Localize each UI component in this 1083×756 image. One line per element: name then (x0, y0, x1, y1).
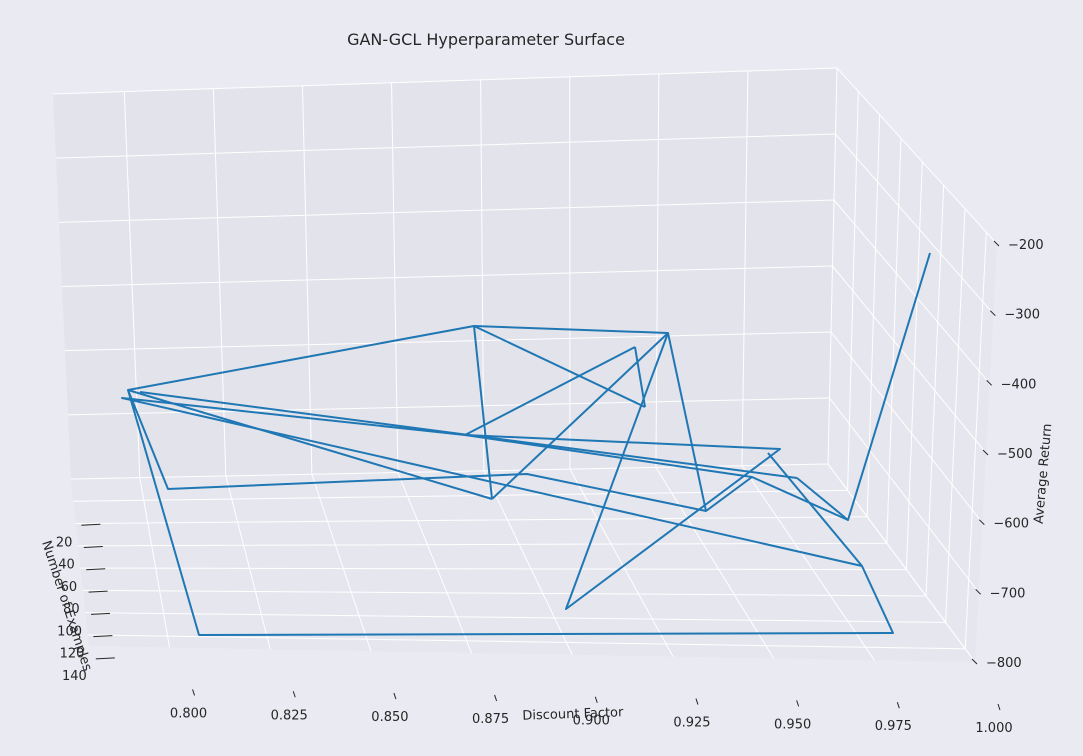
y-tick-mark (90, 612, 111, 615)
y-tick-mark (86, 568, 106, 571)
series-edge (464, 434, 753, 478)
x-axis-label: Discount Factor (522, 705, 624, 724)
x-tick-label: 0.900 (573, 714, 610, 729)
z-tick-label: −700 (990, 586, 1026, 601)
chart-title: GAN-GCL Hyperparameter Surface (347, 30, 625, 49)
series-edge (634, 346, 646, 408)
z-tick-mark (986, 379, 993, 386)
z-tick-label: −300 (1004, 308, 1040, 323)
series-edge (767, 452, 863, 567)
x-tick-mark (594, 696, 598, 703)
x-tick-mark (393, 692, 397, 700)
series-edge (473, 325, 493, 500)
z-gridline (67, 397, 980, 593)
y-tick-label: 80 (63, 602, 80, 617)
series-line (121, 252, 931, 636)
z-tick-mark (993, 240, 1000, 247)
x-tick-mark (896, 702, 900, 709)
x-tick-mark (192, 689, 196, 696)
x-tick-mark (997, 703, 1001, 711)
y-tick-mark (81, 523, 101, 526)
gridlines (52, 67, 998, 663)
y-tick-label: 40 (58, 558, 75, 573)
x-tick-mark (695, 698, 699, 705)
series-edge (796, 477, 849, 521)
y-tick-mark (83, 546, 103, 549)
back-pane (53, 68, 837, 479)
z-tick-mark (978, 519, 985, 526)
floor-pane (71, 464, 975, 662)
z-tick-label: −500 (997, 447, 1033, 462)
series-edge (464, 346, 636, 436)
z-gridline (55, 133, 994, 314)
z-gridline (70, 463, 976, 663)
y-tick-mark (88, 590, 108, 593)
series-edge (491, 332, 669, 500)
y-tick-label: 20 (56, 535, 73, 550)
z-tick-mark (982, 449, 989, 456)
x-tick-mark (292, 691, 296, 698)
y-tick-label: 60 (61, 580, 78, 595)
z-tick-label: −400 (1001, 377, 1037, 392)
x-tick-label: 0.825 (271, 708, 308, 723)
x-tick-mark (796, 700, 800, 707)
x-tick-label: 0.975 (875, 719, 912, 734)
y-tick-label: 100 (57, 624, 82, 639)
axis-ticks: 0.800 0.825 0.850 0.875 0.900 0.925 0.950 0.975… (56, 238, 1044, 736)
z-tick-label: −200 (1008, 238, 1044, 253)
right-pane (828, 68, 997, 662)
y-tick-mark (93, 635, 113, 638)
y-tick-mark (95, 657, 115, 660)
x-tick-label: 0.875 (472, 712, 509, 727)
z-gridline (61, 265, 987, 454)
y-tick-label: 120 (60, 647, 85, 662)
x-tick-label: 0.800 (170, 706, 207, 721)
x-tick-mark (494, 694, 498, 702)
z-gridline (64, 331, 983, 523)
z-tick-mark (989, 310, 996, 317)
axis-panes (53, 68, 997, 662)
series-edge (127, 389, 493, 500)
series-edge (667, 332, 707, 512)
z-tick-label: −600 (993, 517, 1029, 532)
x-tick-label: 0.850 (371, 710, 408, 725)
z-gridline (58, 199, 991, 384)
y-tick-label: 140 (62, 669, 87, 684)
z-axis-label: Average Return (1032, 423, 1056, 525)
z-gridline (52, 67, 998, 245)
x-tick-label: 0.925 (673, 716, 710, 731)
z-tick-label: −800 (986, 656, 1022, 671)
z-tick-mark (971, 658, 978, 665)
x-tick-label: 0.950 (774, 717, 811, 732)
z-tick-mark (975, 588, 982, 595)
series-edge (473, 325, 646, 408)
x-tick-label: 1.000 (975, 721, 1012, 736)
series-layer (121, 252, 931, 636)
